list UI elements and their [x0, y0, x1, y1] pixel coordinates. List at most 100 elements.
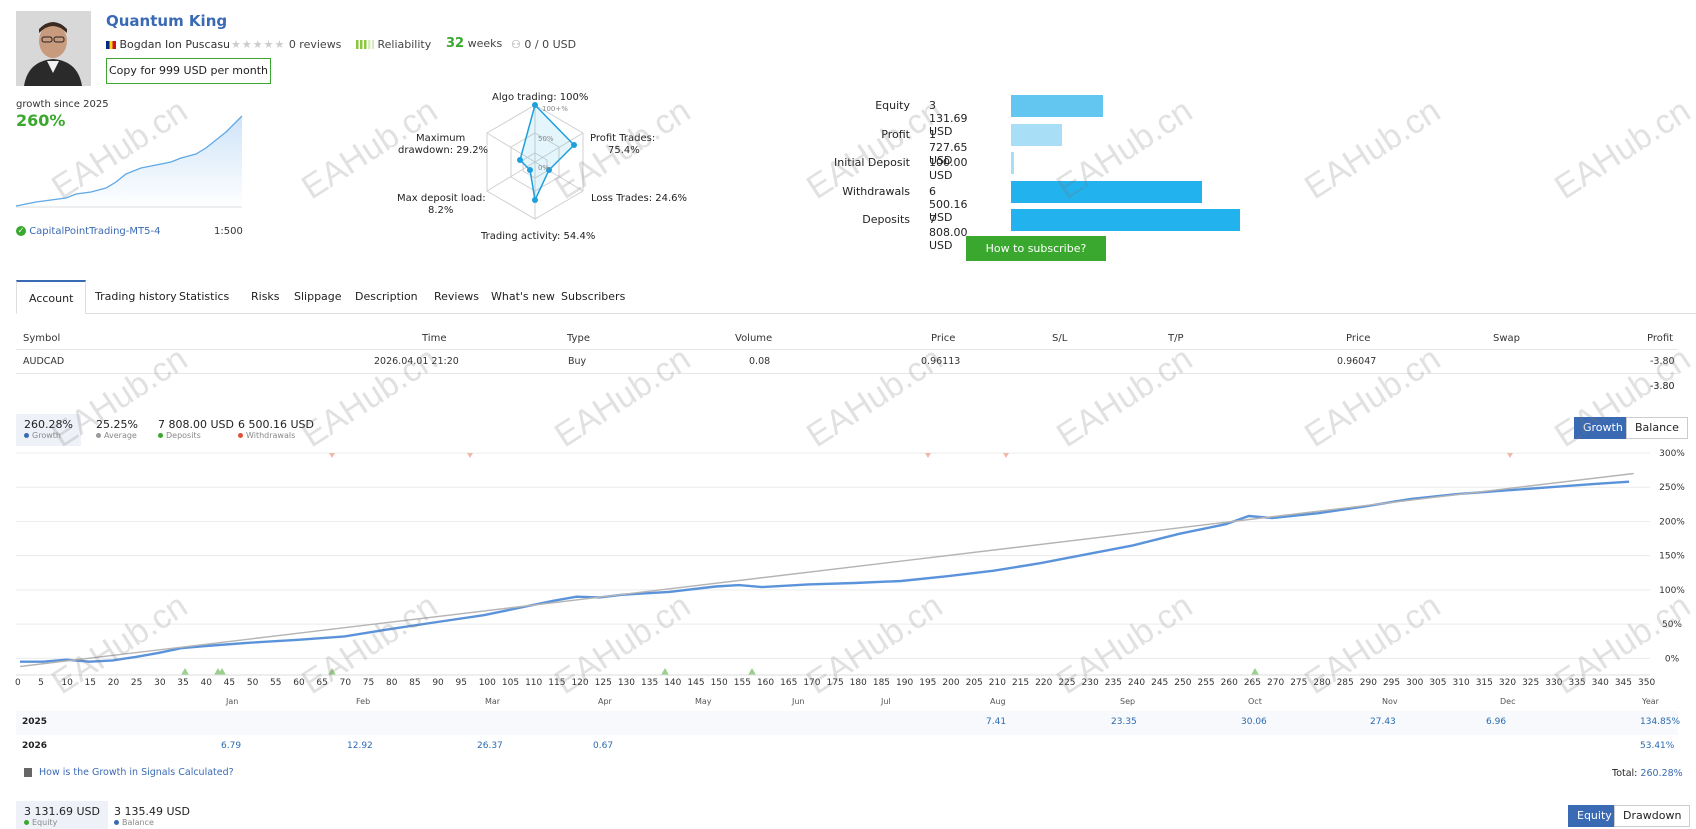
tab-reviews[interactable]: Reviews [434, 290, 479, 303]
stat-label-row: Equity [24, 818, 100, 827]
radar-loss-label: Loss Trades: 24.6% [591, 193, 688, 204]
year-row-2025: 2025 7.41 23.35 30.06 27.43 6.96 134.85% [16, 711, 1680, 735]
col-profit: Profit [1647, 333, 1674, 344]
stat-label: Deposits [166, 431, 201, 440]
x-tick-label: 125 [594, 678, 612, 688]
radar-activity-label: Trading activity: 54.4% [481, 231, 596, 242]
row-type: Buy [568, 356, 587, 367]
tab-slippage[interactable]: Slippage [294, 290, 342, 303]
deposit-marker [748, 668, 756, 675]
stat-label: Balance [122, 818, 154, 827]
balance-toggle[interactable]: Balance [1626, 417, 1688, 439]
month-header: Jan [226, 697, 239, 706]
radar-deposit-label-1: Max deposit load: [397, 193, 486, 204]
x-tick-label: 305 [1429, 678, 1447, 688]
row-price: 0.96113 [921, 356, 961, 367]
x-tick-label: 345 [1614, 678, 1632, 688]
subscribers-row[interactable]: ⚇ 0 / 0 USD [511, 38, 576, 51]
broker-row[interactable]: ✓ CapitalPointTrading-MT5-4 [16, 226, 160, 237]
author-name[interactable]: Bogdan Ion Puscasu [119, 38, 231, 51]
broker-name[interactable]: CapitalPointTrading-MT5-4 [29, 226, 161, 237]
x-tick-label: 335 [1568, 678, 1586, 688]
x-tick-label: 45 [223, 678, 236, 688]
x-tick-label: 190 [896, 678, 914, 688]
y-tick-label: 250% [1659, 483, 1685, 493]
bar-fill [1011, 123, 1062, 146]
how-to-subscribe-button[interactable]: How to subscribe? [966, 236, 1106, 261]
month-value: 30.06 [1241, 717, 1267, 727]
x-tick-label: 200 [942, 678, 960, 688]
stat-label-row: Balance [114, 818, 190, 827]
equity-toggle[interactable]: Equity [1568, 805, 1621, 827]
drawdown-toggle[interactable]: Drawdown [1614, 805, 1691, 827]
deposit-marker [328, 668, 336, 675]
equity-stat-card[interactable]: 3 135.49 USD Balance [106, 801, 198, 829]
x-tick-label: 295 [1382, 678, 1401, 688]
stat-value: 6 500.16 USD [238, 418, 314, 431]
tab-account[interactable]: Account [16, 280, 87, 314]
growth-help-link[interactable]: How is the Growth in Signals Calculated? [39, 767, 234, 778]
x-tick-label: 130 [617, 678, 636, 688]
withdrawal-marker [1507, 453, 1513, 458]
x-tick-label: 65 [316, 678, 328, 688]
x-tick-label: 245 [1151, 678, 1169, 688]
tab-risks[interactable]: Risks [251, 290, 280, 303]
x-tick-label: 30 [154, 678, 166, 688]
signal-title[interactable]: Quantum King [106, 12, 228, 30]
weeks-label: weeks [467, 37, 503, 50]
stat-card[interactable]: 260.28% Growth [16, 414, 81, 446]
copy-button[interactable]: Copy for 999 USD per month [106, 58, 271, 84]
year-row-2026: 2026 6.79 12.92 26.37 0.67 53.41% [16, 735, 1678, 759]
rating-stars-icon: ★★★★★ [231, 38, 286, 51]
reliability-row[interactable]: Reliability [356, 38, 431, 52]
equity-stat-card[interactable]: 3 131.69 USD Equity [16, 801, 108, 829]
stat-card[interactable]: 7 808.00 USD Deposits [150, 414, 242, 446]
legend-dot-icon [158, 433, 163, 438]
stat-card[interactable]: 25.25% Average [88, 414, 146, 446]
legend-dot-icon [96, 433, 101, 438]
stat-label-row: Withdrawals [238, 431, 314, 440]
tab-trading-history[interactable]: Trading history [95, 290, 177, 303]
stat-value: 25.25% [96, 418, 138, 431]
x-tick-label: 205 [965, 678, 983, 688]
author-avatar[interactable] [16, 11, 91, 86]
x-tick-label: 25 [130, 678, 143, 688]
bar-label: Profit [881, 127, 910, 141]
growth-chart: 300% 250% 200% 150% 100% 50% 0% [16, 449, 1685, 676]
x-tick-label: 310 [1452, 678, 1470, 688]
radar-profit-label-2: 75.4% [608, 145, 640, 156]
reviews-row[interactable]: ★★★★★ 0 reviews [231, 38, 341, 51]
x-tick-label: 185 [872, 678, 891, 688]
month-value: 7.41 [986, 717, 1007, 727]
bar-label: Equity [875, 99, 910, 112]
x-tick-label: 140 [664, 678, 682, 688]
col-symbol: Symbol [23, 333, 61, 344]
tab-bar: Account Trading history Statistics Risks Sli… [16, 280, 1696, 314]
stat-card[interactable]: 6 500.16 USD Withdrawals [230, 414, 322, 446]
x-tick-label: 320 [1498, 678, 1517, 688]
deposit-marker [1251, 668, 1259, 675]
tab-what-s-new[interactable]: What's new [491, 290, 555, 303]
tab-description[interactable]: Description [355, 290, 418, 303]
stat-label-row: Average [96, 431, 138, 440]
x-tick-label: 265 [1243, 678, 1262, 688]
radar-drawdown-label-2: drawdown: 29.2% [398, 145, 489, 156]
month-header: Mar [485, 697, 501, 706]
tab-subscribers[interactable]: Subscribers [561, 290, 626, 303]
growth-value: 260% [16, 111, 66, 130]
growth-toggle[interactable]: Growth [1574, 417, 1632, 439]
growth-help-row[interactable]: How is the Growth in Signals Calculated? [24, 767, 234, 778]
x-tick-label: 250 [1174, 678, 1192, 688]
flag-icon [106, 41, 116, 49]
x-tick-label: 225 [1058, 678, 1076, 688]
x-tick-label: 80 [385, 678, 398, 688]
month-header: Jul [881, 697, 891, 706]
tab-statistics[interactable]: Statistics [179, 290, 230, 303]
calculator-icon [24, 768, 32, 777]
subscribers-value: 0 / 0 USD [524, 38, 577, 51]
legend-dot-icon [114, 820, 119, 825]
x-tick-label: 210 [988, 678, 1006, 688]
bar-value: 100.00 USD [929, 156, 968, 182]
x-tick-label: 115 [548, 678, 566, 688]
radar-ring-50: 50% [538, 135, 554, 143]
